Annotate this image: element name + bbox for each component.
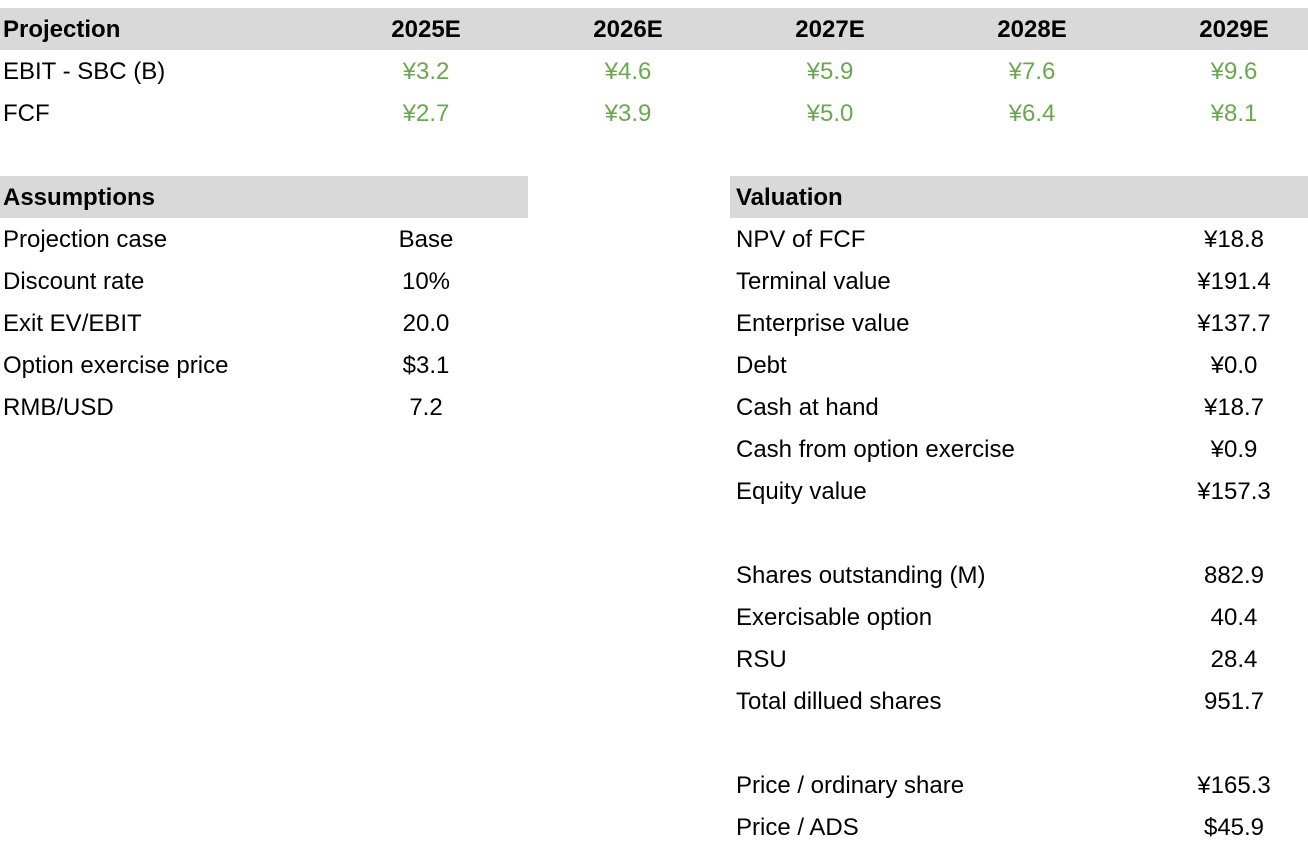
valuation-label: Total dillued shares — [736, 688, 942, 715]
assumption-label: Discount rate — [3, 268, 145, 295]
projection-cell: ¥3.2 — [402, 58, 450, 85]
valuation-label: Price / ordinary share — [736, 772, 965, 799]
projection-row-fcf: FCF ¥2.7 ¥3.9 ¥5.0 ¥6.4 ¥8.1 — [0, 92, 1308, 134]
projection-cell: ¥8.1 — [1210, 100, 1258, 127]
valuation-value: 951.7 — [1203, 688, 1265, 715]
valuation-header: Valuation — [736, 184, 843, 211]
valuation-value: ¥18.7 — [1203, 394, 1265, 421]
assumption-row: RMB/USD 7.2 — [0, 386, 528, 428]
assumption-row: Discount rate 10% — [0, 260, 528, 302]
valuation-label: NPV of FCF — [736, 226, 866, 253]
assumption-label: Projection case — [3, 226, 168, 253]
year-header-2025: 2025E — [391, 16, 461, 43]
assumption-value: 20.0 — [402, 310, 450, 337]
valuation-value: 882.9 — [1203, 562, 1265, 589]
valuation-row: Exercisable option 40.4 — [730, 596, 1308, 638]
assumption-value: 7.2 — [409, 394, 443, 421]
valuation-label: Cash at hand — [736, 394, 879, 421]
assumption-value: Base — [398, 226, 454, 253]
projection-cell: ¥9.6 — [1210, 58, 1258, 85]
projection-row-label: EBIT - SBC (B) — [3, 58, 166, 85]
valuation-row: Equity value ¥157.3 — [730, 470, 1308, 512]
assumption-label: Exit EV/EBIT — [3, 310, 142, 337]
valuation-value: 28.4 — [1210, 646, 1258, 673]
projection-row-label: FCF — [3, 100, 50, 127]
year-header-2026: 2026E — [593, 16, 663, 43]
assumption-label: RMB/USD — [3, 394, 114, 421]
valuation-value: ¥137.7 — [1197, 310, 1271, 337]
projection-row-ebit: EBIT - SBC (B) ¥3.2 ¥4.6 ¥5.9 ¥7.6 ¥9.6 — [0, 50, 1308, 92]
valuation-label: Price / ADS — [736, 814, 859, 841]
valuation-label: RSU — [736, 646, 787, 673]
valuation-row: RSU 28.4 — [730, 638, 1308, 680]
assumption-row: Option exercise price $3.1 — [0, 344, 528, 386]
valuation-value: ¥191.4 — [1197, 268, 1271, 295]
valuation-row: NPV of FCF ¥18.8 — [730, 218, 1308, 260]
valuation-label: Terminal value — [736, 268, 891, 295]
valuation-label: Exercisable option — [736, 604, 933, 631]
projection-cell: ¥7.6 — [1008, 58, 1056, 85]
projection-cell: ¥6.4 — [1008, 100, 1056, 127]
valuation-value: ¥0.9 — [1210, 436, 1258, 463]
assumption-label: Option exercise price — [3, 352, 229, 379]
assumptions-header: Assumptions — [3, 184, 156, 211]
valuation-row: Total dillued shares 951.7 — [730, 680, 1308, 722]
valuation-row: Debt ¥0.0 — [730, 344, 1308, 386]
valuation-label: Debt — [736, 352, 787, 379]
valuation-row: Enterprise value ¥137.7 — [730, 302, 1308, 344]
valuation-row: Terminal value ¥191.4 — [730, 260, 1308, 302]
valuation-header-row: Valuation — [730, 176, 1308, 218]
assumption-row: Exit EV/EBIT 20.0 — [0, 302, 528, 344]
projection-cell: ¥4.6 — [604, 58, 652, 85]
valuation-row: Cash at hand ¥18.7 — [730, 386, 1308, 428]
valuation-row: Price / ordinary share ¥165.3 — [730, 764, 1308, 806]
year-header-2028: 2028E — [997, 16, 1067, 43]
projection-header-row: Projection 2025E 2026E 2027E 2028E 2029E — [0, 8, 1308, 50]
valuation-label: Cash from option exercise — [736, 436, 1015, 463]
valuation-value: ¥0.0 — [1210, 352, 1258, 379]
valuation-value: $45.9 — [1203, 814, 1265, 841]
assumption-row: Projection case Base — [0, 218, 528, 260]
projection-cell: ¥5.0 — [806, 100, 854, 127]
valuation-value: ¥157.3 — [1197, 478, 1271, 505]
year-header-2029: 2029E — [1199, 16, 1269, 43]
assumptions-header-row: Assumptions — [0, 176, 528, 218]
valuation-value: 40.4 — [1210, 604, 1258, 631]
assumption-value: $3.1 — [402, 352, 450, 379]
valuation-value: ¥165.3 — [1197, 772, 1271, 799]
valuation-row: Cash from option exercise ¥0.9 — [730, 428, 1308, 470]
assumption-value: 10% — [401, 268, 451, 295]
year-header-2027: 2027E — [795, 16, 865, 43]
valuation-row: Shares outstanding (M) 882.9 — [730, 554, 1308, 596]
valuation-label: Equity value — [736, 478, 867, 505]
valuation-value: ¥18.8 — [1203, 226, 1265, 253]
valuation-row: Price / ADS $45.9 — [730, 806, 1308, 848]
valuation-label: Enterprise value — [736, 310, 910, 337]
projection-header: Projection — [3, 16, 121, 43]
projection-cell: ¥3.9 — [604, 100, 652, 127]
valuation-label: Shares outstanding (M) — [736, 562, 986, 589]
projection-cell: ¥5.9 — [806, 58, 854, 85]
projection-cell: ¥2.7 — [402, 100, 450, 127]
